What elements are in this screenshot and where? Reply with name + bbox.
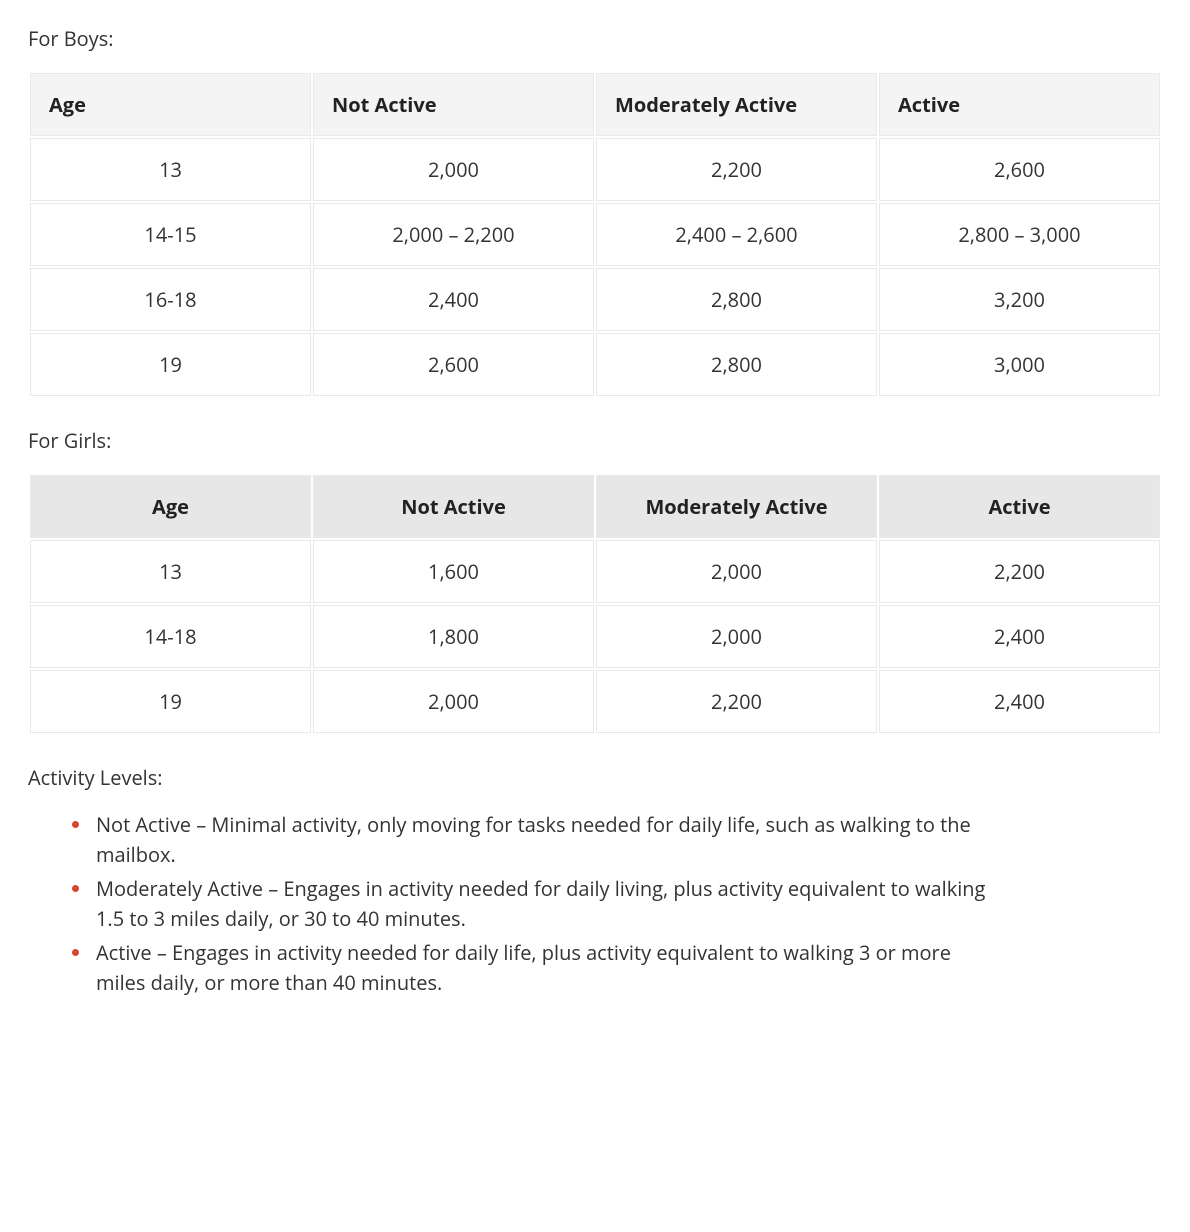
cell-not-active: 2,000 [313, 670, 594, 733]
cell-mod-active: 2,000 [596, 540, 877, 603]
cell-active: 2,400 [879, 605, 1160, 668]
cell-not-active: 1,800 [313, 605, 594, 668]
cell-active: 2,200 [879, 540, 1160, 603]
cell-age: 13 [30, 138, 311, 201]
cell-not-active: 2,600 [313, 333, 594, 396]
cell-age: 14-15 [30, 203, 311, 266]
cell-age: 19 [30, 670, 311, 733]
table-row: 16-18 2,400 2,800 3,200 [30, 268, 1160, 331]
boys-col-age: Age [30, 73, 311, 136]
boys-col-active: Active [879, 73, 1160, 136]
boys-table-header-row: Age Not Active Moderately Active Active [30, 73, 1160, 136]
cell-active: 3,000 [879, 333, 1160, 396]
list-item: Not Active – Minimal activity, only movi… [72, 810, 996, 870]
cell-not-active: 2,400 [313, 268, 594, 331]
boys-section-label: For Boys: [28, 24, 1162, 53]
girls-section-label: For Girls: [28, 426, 1162, 455]
girls-table: Age Not Active Moderately Active Active … [28, 473, 1162, 735]
table-row: 19 2,600 2,800 3,000 [30, 333, 1160, 396]
cell-mod-active: 2,400 – 2,600 [596, 203, 877, 266]
cell-active: 2,600 [879, 138, 1160, 201]
cell-mod-active: 2,200 [596, 138, 877, 201]
cell-active: 3,200 [879, 268, 1160, 331]
cell-mod-active: 2,800 [596, 333, 877, 396]
cell-age: 13 [30, 540, 311, 603]
boys-col-mod-active: Moderately Active [596, 73, 877, 136]
activity-levels-list: Not Active – Minimal activity, only movi… [28, 810, 1162, 998]
table-row: 14-15 2,000 – 2,200 2,400 – 2,600 2,800 … [30, 203, 1160, 266]
cell-mod-active: 2,800 [596, 268, 877, 331]
girls-col-not-active: Not Active [313, 475, 594, 538]
cell-active: 2,800 – 3,000 [879, 203, 1160, 266]
cell-active: 2,400 [879, 670, 1160, 733]
cell-not-active: 1,600 [313, 540, 594, 603]
cell-not-active: 2,000 [313, 138, 594, 201]
boys-col-not-active: Not Active [313, 73, 594, 136]
cell-age: 14-18 [30, 605, 311, 668]
table-row: 14-18 1,800 2,000 2,400 [30, 605, 1160, 668]
cell-age: 16-18 [30, 268, 311, 331]
cell-mod-active: 2,000 [596, 605, 877, 668]
table-row: 13 1,600 2,000 2,200 [30, 540, 1160, 603]
table-row: 19 2,000 2,200 2,400 [30, 670, 1160, 733]
list-item: Active – Engages in activity needed for … [72, 938, 996, 998]
cell-age: 19 [30, 333, 311, 396]
activity-levels-label: Activity Levels: [28, 763, 1162, 792]
girls-col-mod-active: Moderately Active [596, 475, 877, 538]
girls-col-active: Active [879, 475, 1160, 538]
boys-table: Age Not Active Moderately Active Active … [28, 71, 1162, 398]
cell-mod-active: 2,200 [596, 670, 877, 733]
cell-not-active: 2,000 – 2,200 [313, 203, 594, 266]
list-item: Moderately Active – Engages in activity … [72, 874, 996, 934]
table-row: 13 2,000 2,200 2,600 [30, 138, 1160, 201]
girls-table-header-row: Age Not Active Moderately Active Active [30, 475, 1160, 538]
girls-col-age: Age [30, 475, 311, 538]
